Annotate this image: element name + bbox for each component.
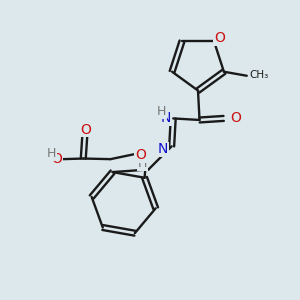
Text: H: H bbox=[47, 147, 56, 160]
Text: O: O bbox=[214, 31, 225, 45]
Text: O: O bbox=[135, 148, 146, 162]
Text: N: N bbox=[161, 111, 171, 125]
Text: O: O bbox=[51, 152, 62, 166]
Text: H: H bbox=[157, 105, 166, 118]
Text: H: H bbox=[138, 158, 147, 170]
Text: CH₃: CH₃ bbox=[249, 70, 268, 80]
Text: N: N bbox=[158, 142, 168, 156]
Text: O: O bbox=[80, 123, 91, 137]
Text: O: O bbox=[230, 111, 242, 125]
